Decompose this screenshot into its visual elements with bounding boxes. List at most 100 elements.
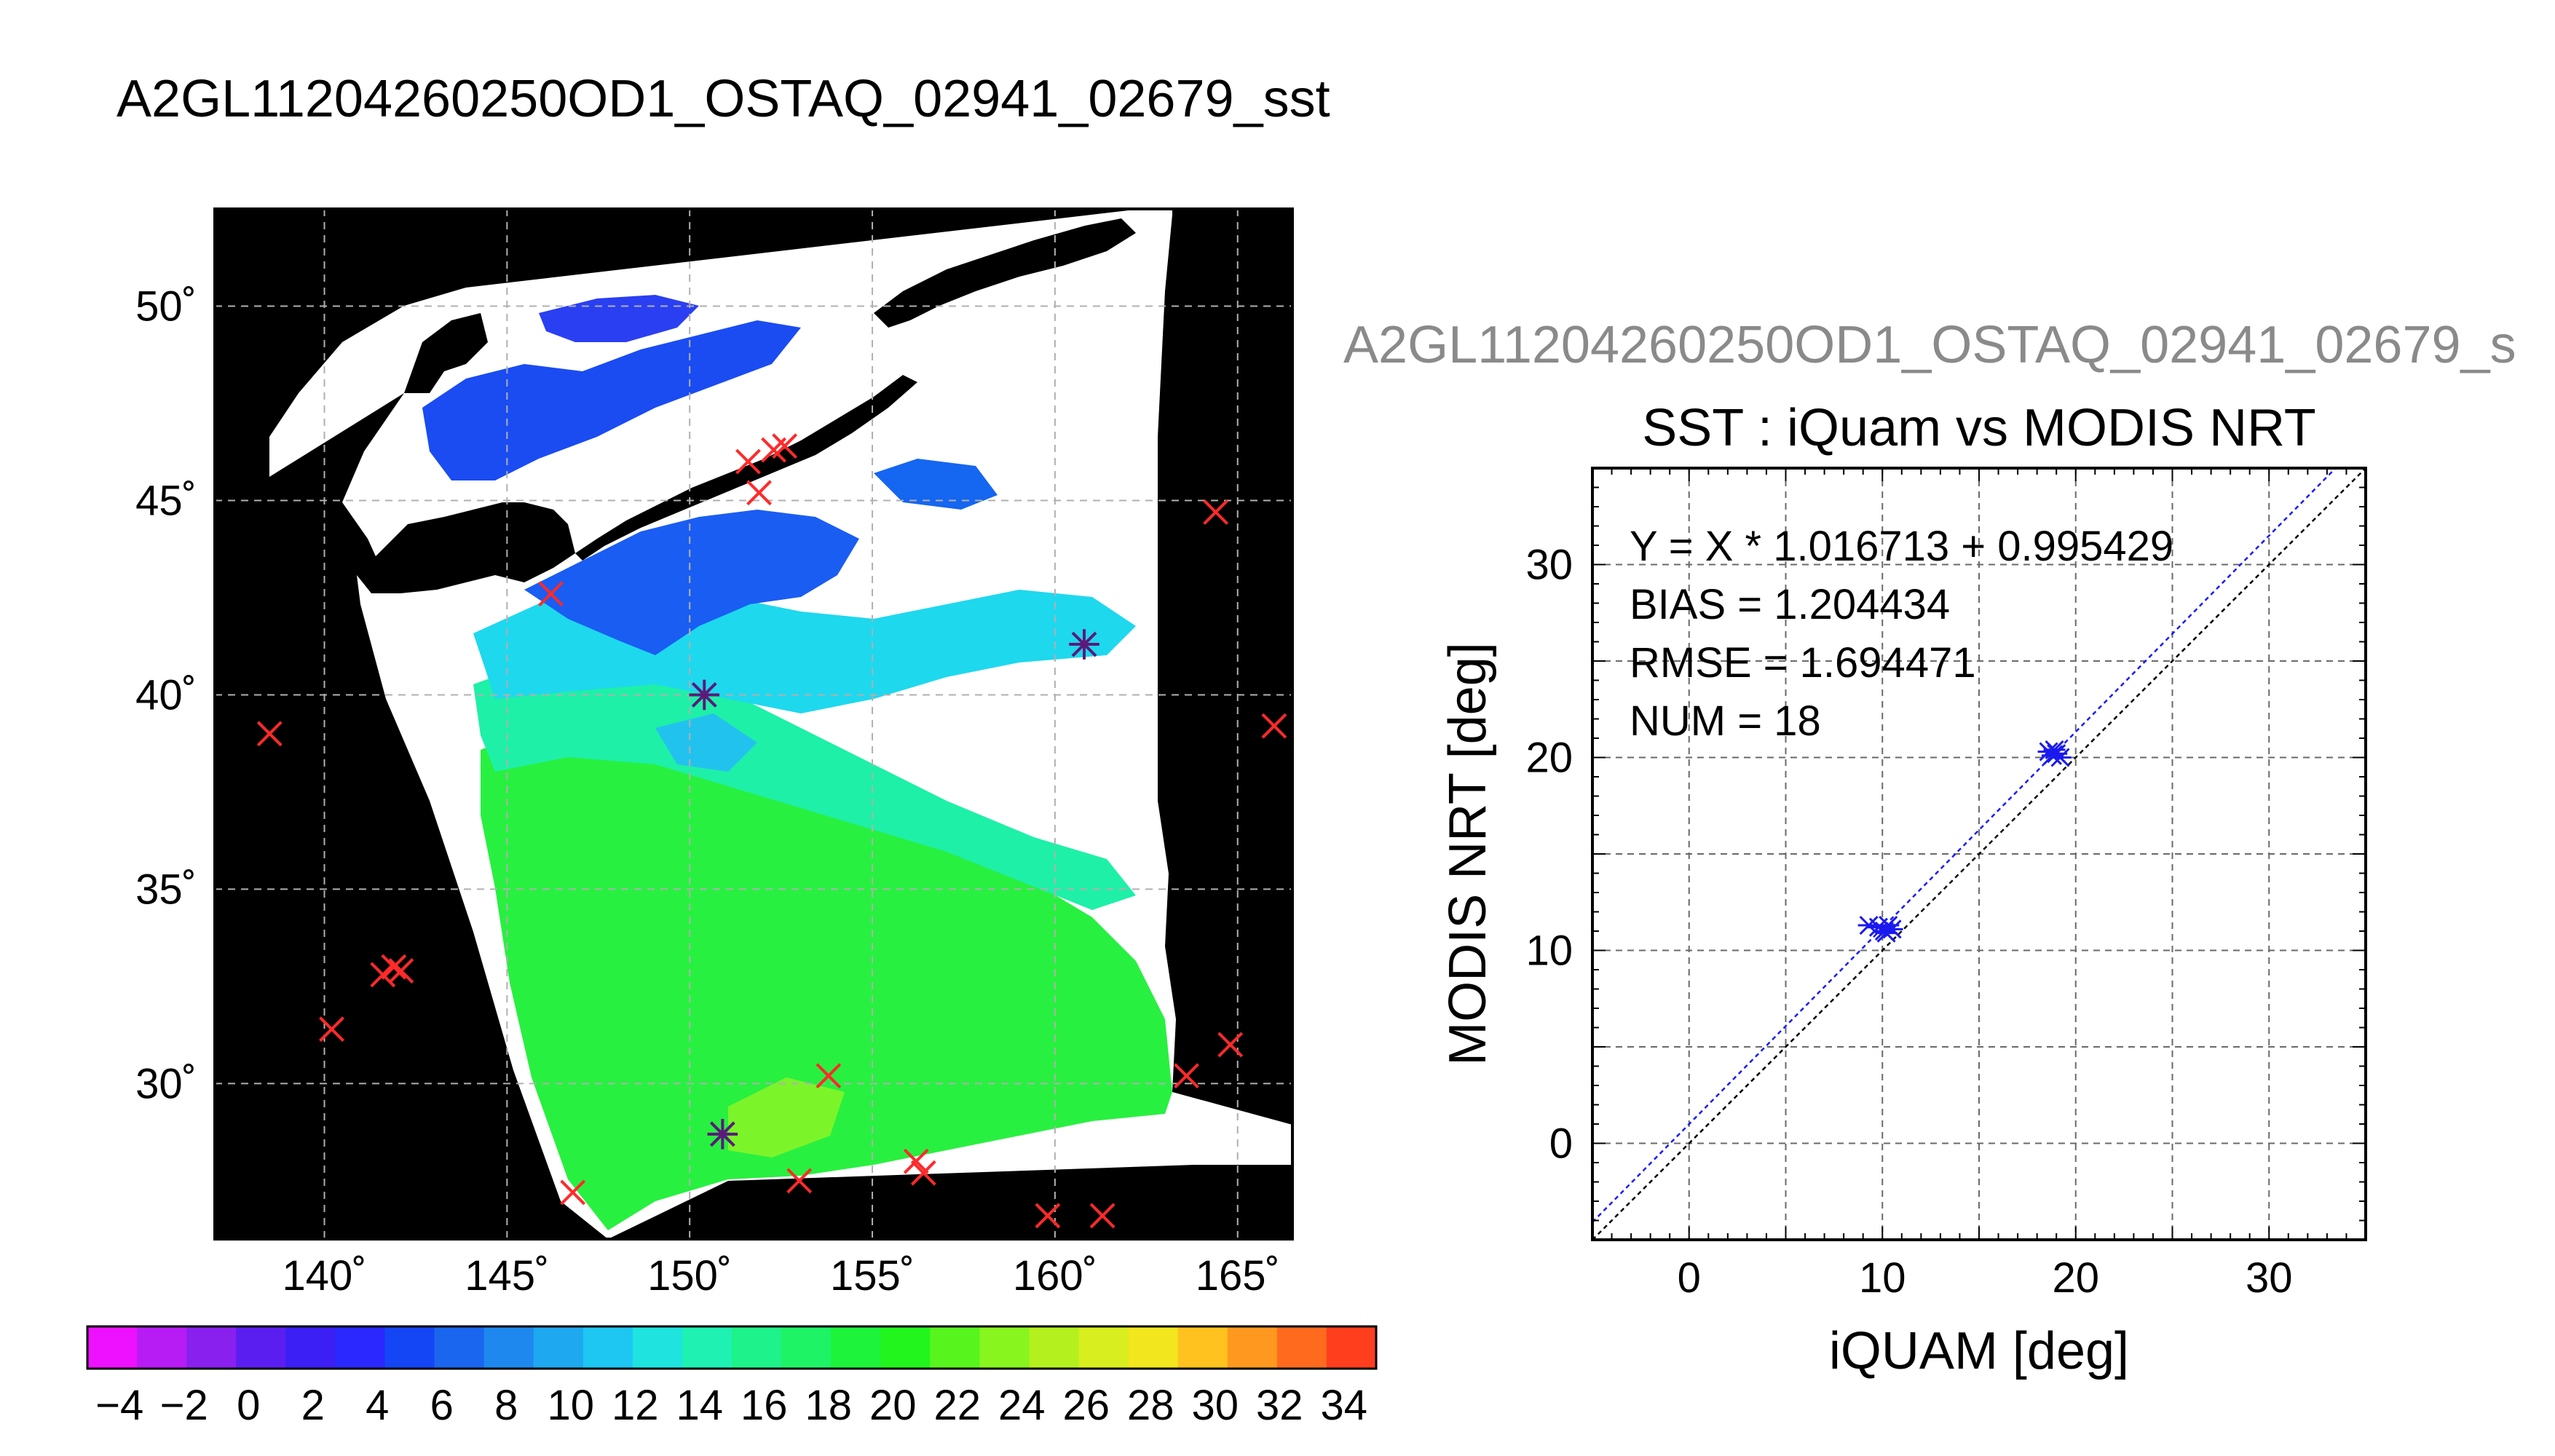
colorbar-cell — [682, 1326, 732, 1369]
scatter-points — [1857, 740, 2072, 943]
colorbar-tick-label: 10 — [547, 1382, 594, 1429]
colorbar-cell — [781, 1326, 832, 1369]
scatter-y-tick-label: 0 — [1549, 1120, 1573, 1168]
map-lat-tick-label: 45˚ — [135, 477, 197, 524]
scatter-point — [2049, 748, 2072, 767]
colorbar-tick-label: 30 — [1191, 1382, 1239, 1429]
scatter-title: SST : iQuam vs MODIS NRT — [1642, 399, 2316, 457]
colorbar-cell — [137, 1326, 187, 1369]
colorbar-tick-label: 32 — [1256, 1382, 1303, 1429]
scatter-grid — [1592, 468, 2366, 1240]
scatter-figure-title: A2GL11204260250OD1_OSTAQ_02941_02679_s — [1343, 316, 2516, 374]
map-x-marker — [538, 581, 564, 607]
colorbar-tick-label: −4 — [95, 1382, 143, 1429]
scatter-y-tick-label: 30 — [1525, 542, 1573, 589]
scatter-x-tick-label: 0 — [1678, 1254, 1701, 1302]
colorbar-cell — [483, 1326, 534, 1369]
colorbar-tick-label: 24 — [998, 1382, 1046, 1429]
map-x-marker — [1035, 1203, 1061, 1229]
map-x-marker — [746, 480, 772, 506]
stats-rmse: RMSE = 1.694471 — [1630, 639, 1976, 687]
map-x-marker — [786, 1168, 813, 1194]
map-grid — [215, 209, 1292, 1239]
colorbar-cell — [1128, 1326, 1179, 1369]
colorbar-cell — [1177, 1326, 1228, 1369]
colorbar-cell — [384, 1326, 435, 1369]
scatter-point — [2043, 740, 2066, 759]
colorbar-tick-label: 8 — [494, 1382, 518, 1429]
colorbar-tick-label: 12 — [612, 1382, 659, 1429]
map-frame — [213, 207, 1294, 1241]
colorbar-tick-label: 18 — [805, 1382, 852, 1429]
sst-region-blue-east — [874, 459, 998, 510]
stats-num: NUM = 18 — [1630, 697, 1821, 745]
colorbar-tick-label: 28 — [1127, 1382, 1174, 1429]
stats-regression: Y = X * 1.016713 + 0.995429 — [1630, 523, 2173, 570]
map-lon-tick-label: 145˚ — [465, 1252, 549, 1299]
map-x-marker — [319, 1016, 344, 1042]
scatter-minor-ticks — [1592, 467, 2366, 1241]
scatter-x-tick-label: 30 — [2246, 1254, 2293, 1302]
scatter-x-axis-label: iQUAM [deg] — [1829, 1322, 2129, 1380]
colorbar-cell — [831, 1326, 881, 1369]
land-kuril-chain — [575, 375, 917, 561]
identity-line — [1592, 468, 2366, 1240]
map-lat-tick-label: 30˚ — [135, 1060, 197, 1107]
scatter-lines — [1592, 468, 2366, 1240]
sst-region-teal — [473, 655, 1136, 910]
colorbar-cell — [732, 1326, 782, 1369]
map-lon-tick-label: 150˚ — [647, 1252, 732, 1299]
sst-region-blue-okhotsk-2 — [539, 295, 699, 342]
map-longitude-tick-labels: 140˚ 145˚ 150˚ 155˚ 160˚ 165˚ — [282, 1252, 1279, 1299]
colorbar-tick-label: 6 — [430, 1382, 454, 1429]
scatter-plot: SST : iQuam vs MODIS NRT 0 10 20 30 0 10 20 30… — [1439, 399, 2367, 1380]
map-x-marker — [381, 954, 407, 980]
map-x-marker — [1261, 713, 1287, 739]
colorbar-cell — [434, 1326, 485, 1369]
map-lon-tick-label: 160˚ — [1013, 1252, 1097, 1299]
map-star-marker — [1069, 629, 1099, 660]
colorbar-cell — [1029, 1326, 1080, 1369]
sst-region-blue-okhotsk — [422, 320, 801, 480]
colorbar-cell — [285, 1326, 336, 1369]
colorbar-cell — [1276, 1326, 1327, 1369]
map-lat-tick-label: 35˚ — [135, 866, 197, 913]
sst-region-lightgreen — [728, 1077, 845, 1158]
map-x-marker — [735, 448, 761, 475]
map-star-marker — [689, 679, 720, 711]
scatter-y-tick-labels: 0 10 20 30 — [1525, 542, 1573, 1168]
map-x-marker — [1174, 1063, 1199, 1089]
colorbar-cell — [533, 1326, 584, 1369]
map-x-marker — [1203, 499, 1229, 525]
map-x-marker — [772, 433, 798, 459]
scatter-point — [1875, 923, 1898, 943]
colorbar-tick-labels: −4 −2 0 2 4 6 8 10 12 14 16 18 20 22 24 26 28 30 32 34 — [95, 1382, 1367, 1429]
scatter-x-tick-labels: 0 10 20 30 — [1678, 1254, 2293, 1302]
map-lat-tick-label: 50˚ — [135, 282, 197, 330]
colorbar-tick-label: 0 — [237, 1382, 260, 1429]
map-lon-tick-label: 140˚ — [282, 1252, 366, 1299]
map-latitude-tick-labels: 50˚ 45˚ 40˚ 35˚ 30˚ — [135, 282, 197, 1107]
map-x-marker — [910, 1160, 936, 1186]
colorbar-cell — [1326, 1326, 1377, 1369]
sst-region-blue-north — [524, 510, 859, 655]
colorbar-tick-label: 14 — [676, 1382, 723, 1429]
colorbar-tick-label: 26 — [1062, 1382, 1110, 1429]
map-x-marker — [1089, 1203, 1115, 1229]
colorbar-tick-label: 4 — [366, 1382, 389, 1429]
map-lon-tick-label: 155˚ — [830, 1252, 915, 1299]
colorbar-tick-label: −2 — [160, 1382, 208, 1429]
scatter-x-tick-label: 20 — [2052, 1254, 2099, 1302]
sst-region-green-south — [481, 721, 1172, 1230]
colorbar-cell — [1227, 1326, 1278, 1369]
colorbar-cell — [186, 1326, 237, 1369]
map-x-marker — [903, 1148, 929, 1174]
colorbar-tick-label: 34 — [1320, 1382, 1367, 1429]
colorbar-tick-label: 2 — [301, 1382, 325, 1429]
colorbar-cell — [979, 1326, 1030, 1369]
scatter-y-axis-label: MODIS NRT [deg] — [1439, 642, 1497, 1066]
colorbar-cell — [583, 1326, 633, 1369]
colorbar-tick-label: 20 — [869, 1382, 917, 1429]
colorbar-cell — [236, 1326, 286, 1369]
